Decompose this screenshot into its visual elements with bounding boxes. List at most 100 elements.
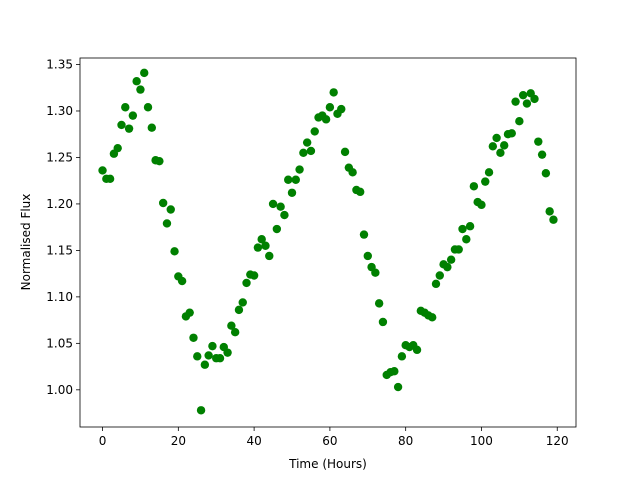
data-point bbox=[204, 351, 213, 360]
x-tick-label: 120 bbox=[546, 434, 569, 448]
data-point bbox=[454, 245, 463, 254]
data-point bbox=[356, 187, 365, 197]
data-point bbox=[242, 278, 251, 288]
data-point bbox=[469, 182, 479, 191]
data-point bbox=[265, 251, 274, 261]
data-point bbox=[446, 255, 456, 264]
data-point bbox=[117, 120, 126, 130]
data-point bbox=[238, 298, 247, 307]
data-point bbox=[208, 341, 217, 351]
data-point bbox=[507, 129, 516, 138]
data-point bbox=[166, 205, 175, 214]
plot-frame bbox=[79, 57, 577, 428]
data-point bbox=[337, 104, 346, 114]
data-point bbox=[477, 200, 486, 210]
x-tick-label: 0 bbox=[99, 434, 107, 448]
data-point bbox=[200, 360, 210, 369]
data-point bbox=[170, 247, 179, 256]
data-point bbox=[162, 219, 172, 228]
x-tick-label: 80 bbox=[398, 434, 413, 448]
data-point bbox=[124, 124, 134, 133]
y-tick-label: 1.15 bbox=[46, 243, 73, 257]
data-point bbox=[158, 198, 168, 208]
x-tick-label: 20 bbox=[171, 434, 186, 448]
y-tick-label: 1.05 bbox=[46, 336, 73, 350]
y-tick-label: 1.25 bbox=[46, 150, 73, 164]
data-point bbox=[431, 279, 441, 289]
data-point bbox=[484, 168, 494, 177]
data-point bbox=[499, 141, 509, 150]
data-point bbox=[291, 175, 300, 184]
data-point bbox=[541, 169, 551, 178]
data-point bbox=[534, 137, 543, 146]
x-tick-label: 60 bbox=[322, 434, 337, 448]
data-point bbox=[280, 210, 289, 220]
data-point bbox=[299, 148, 308, 158]
data-point bbox=[132, 77, 141, 86]
data-point bbox=[196, 406, 206, 415]
data-point bbox=[359, 230, 369, 239]
data-point bbox=[155, 156, 164, 166]
data-point bbox=[253, 243, 263, 252]
data-point bbox=[268, 199, 278, 209]
data-point bbox=[397, 352, 407, 361]
data-point bbox=[412, 345, 422, 355]
data-point bbox=[136, 85, 145, 94]
data-point bbox=[140, 68, 149, 78]
data-point bbox=[340, 147, 350, 157]
y-tick-label: 1.10 bbox=[46, 290, 73, 304]
data-point bbox=[321, 115, 331, 124]
data-point bbox=[325, 103, 335, 112]
x-tick-label: 100 bbox=[470, 434, 493, 448]
data-point bbox=[306, 146, 316, 156]
data-point bbox=[378, 317, 388, 327]
data-point bbox=[105, 174, 115, 184]
y-tick-label: 1.00 bbox=[46, 383, 73, 397]
data-point bbox=[374, 299, 384, 308]
data-point bbox=[458, 224, 467, 234]
data-point bbox=[261, 241, 270, 250]
data-point bbox=[515, 117, 524, 126]
data-point bbox=[302, 138, 312, 147]
data-point bbox=[511, 97, 520, 106]
data-point bbox=[530, 94, 539, 104]
data-point bbox=[537, 150, 547, 159]
data-point bbox=[363, 251, 372, 261]
y-axis-label: Normalised Flux bbox=[19, 194, 33, 291]
data-point bbox=[147, 123, 157, 132]
data-point bbox=[481, 177, 490, 186]
data-point bbox=[185, 308, 194, 317]
data-point bbox=[113, 143, 122, 153]
data-point bbox=[435, 271, 444, 280]
data-point bbox=[215, 354, 225, 363]
data-point bbox=[128, 111, 138, 120]
data-point bbox=[227, 321, 236, 330]
data-point bbox=[428, 313, 437, 322]
data-point bbox=[488, 142, 498, 151]
data-point bbox=[230, 327, 240, 337]
data-point bbox=[257, 235, 266, 244]
data-point bbox=[329, 88, 338, 97]
data-point bbox=[272, 224, 282, 234]
data-point bbox=[462, 235, 471, 244]
x-axis-label: Time (Hours) bbox=[288, 457, 367, 471]
y-tick-label: 1.20 bbox=[46, 197, 73, 211]
data-point bbox=[545, 207, 554, 216]
data-point bbox=[284, 175, 293, 184]
data-point bbox=[393, 382, 403, 392]
x-tick-label: 40 bbox=[246, 434, 261, 448]
data-point bbox=[121, 103, 130, 112]
data-point bbox=[522, 99, 532, 108]
data-point bbox=[189, 333, 198, 342]
data-point bbox=[310, 127, 319, 136]
data-point bbox=[234, 305, 244, 315]
data-point bbox=[496, 148, 505, 158]
y-tick-label: 1.35 bbox=[46, 58, 73, 72]
data-point bbox=[177, 276, 187, 286]
data-point bbox=[287, 188, 297, 197]
data-point bbox=[143, 103, 153, 112]
data-point bbox=[295, 165, 304, 174]
data-point bbox=[348, 168, 357, 177]
data-point bbox=[276, 202, 285, 211]
